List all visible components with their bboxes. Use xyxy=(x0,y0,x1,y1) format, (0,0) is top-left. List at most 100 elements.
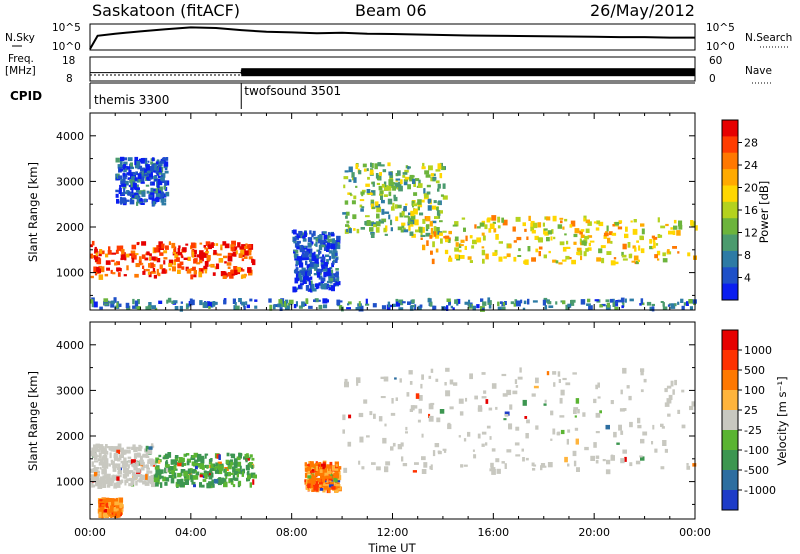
heatmap-cell xyxy=(105,444,108,448)
heatmap-cell xyxy=(121,198,126,203)
x-tick-label: 04:00 xyxy=(175,526,207,539)
heatmap-cell xyxy=(620,297,625,303)
heatmap-cell xyxy=(385,225,388,232)
heatmap-cell xyxy=(317,235,321,239)
heatmap-cell xyxy=(318,282,322,286)
heatmap-cell xyxy=(136,201,139,206)
frequency-label-line1: Freq. xyxy=(8,53,34,65)
heatmap-cell xyxy=(612,224,615,227)
heatmap-cell xyxy=(620,430,624,435)
heatmap-cell xyxy=(558,262,563,265)
heatmap-cell xyxy=(358,305,364,312)
heatmap-cell xyxy=(129,166,134,170)
heatmap-cell xyxy=(551,229,554,234)
heatmap-cell xyxy=(93,454,98,460)
heatmap-cell xyxy=(301,301,305,307)
heatmap-cell xyxy=(585,219,590,224)
heatmap-cell xyxy=(140,174,145,177)
heatmap-cell xyxy=(296,256,302,261)
heatmap-cell xyxy=(174,459,178,466)
heatmap-cell xyxy=(321,244,326,248)
heatmap-cell xyxy=(363,399,368,404)
heatmap-cell xyxy=(215,462,218,466)
heatmap-cell xyxy=(667,413,671,417)
heatmap-cell xyxy=(150,479,154,485)
heatmap-cell xyxy=(146,470,150,474)
heatmap-cell xyxy=(640,368,645,372)
heatmap-cell xyxy=(546,216,551,221)
heatmap-cell xyxy=(515,385,519,388)
heatmap-cell xyxy=(373,413,376,419)
heatmap-cell xyxy=(369,411,373,416)
heatmap-cell xyxy=(380,376,386,379)
heatmap-cell xyxy=(528,215,531,221)
heatmap-cell xyxy=(480,298,484,302)
heatmap-cell xyxy=(353,228,356,231)
heatmap-cell xyxy=(95,252,98,257)
heatmap-cell xyxy=(92,484,96,488)
heatmap-cell xyxy=(131,244,137,250)
heatmap-cell xyxy=(314,465,317,471)
heatmap-cell xyxy=(217,480,222,486)
heatmap-cell xyxy=(324,467,327,473)
heatmap-cell xyxy=(401,225,405,229)
heatmap-cell xyxy=(140,455,143,461)
heatmap-cell xyxy=(467,256,472,260)
heatmap-cell xyxy=(672,230,676,235)
heatmap-cell xyxy=(104,458,109,464)
heatmap-cell xyxy=(145,455,150,459)
heatmap-cell xyxy=(576,247,582,252)
heatmap-cell xyxy=(544,399,547,403)
heatmap-cell xyxy=(232,467,236,473)
heatmap-cell xyxy=(617,226,623,230)
heatmap-cell xyxy=(127,191,132,196)
heatmap-cell xyxy=(180,301,183,304)
heatmap-cell xyxy=(110,302,115,308)
heatmap-cell xyxy=(247,267,252,273)
heatmap-cell xyxy=(199,300,203,306)
heatmap-cell xyxy=(137,306,141,311)
heatmap-cell xyxy=(432,173,436,177)
heatmap-cell xyxy=(309,276,313,280)
heatmap-cell xyxy=(181,462,187,466)
heatmap-cell xyxy=(365,298,368,305)
heatmap-cell xyxy=(164,180,168,186)
heatmap-cell xyxy=(444,235,450,240)
heatmap-cell xyxy=(115,463,121,467)
heatmap-cell xyxy=(321,266,326,271)
heatmap-cell xyxy=(209,469,213,473)
heatmap-cell xyxy=(514,379,518,384)
heatmap-cell xyxy=(184,479,189,485)
frequency-nave-band xyxy=(241,68,695,77)
heatmap-cell xyxy=(420,234,426,237)
heatmap-cell xyxy=(481,232,485,236)
heatmap-cell xyxy=(193,274,197,278)
heatmap-cell xyxy=(127,450,131,454)
heatmap-cell xyxy=(412,470,417,473)
heatmap-cell xyxy=(319,478,323,485)
heatmap-cell xyxy=(319,271,322,275)
heatmap-cell xyxy=(597,382,600,388)
heatmap-cell xyxy=(94,248,98,254)
heatmap-cell xyxy=(164,467,167,474)
heatmap-cell xyxy=(444,249,449,255)
heatmap-cell xyxy=(347,303,350,306)
heatmap-cell xyxy=(374,163,378,170)
heatmap-cell xyxy=(295,301,298,307)
heatmap-cell xyxy=(530,226,535,232)
heatmap-cell xyxy=(128,483,131,487)
heatmap-cell xyxy=(171,266,176,272)
heatmap-cell xyxy=(550,236,553,241)
heatmap-cell xyxy=(323,247,327,251)
heatmap-cell xyxy=(649,239,653,244)
heatmap-cell xyxy=(323,271,327,278)
heatmap-cell xyxy=(158,171,162,175)
heatmap-cell xyxy=(235,468,241,472)
heatmap-cell xyxy=(358,170,362,175)
heatmap-cell xyxy=(101,468,107,475)
heatmap-cell xyxy=(90,478,96,482)
heatmap-cell xyxy=(640,438,645,444)
heatmap-cell xyxy=(302,281,307,284)
heatmap-cell xyxy=(493,228,497,233)
heatmap-cell xyxy=(375,227,380,233)
